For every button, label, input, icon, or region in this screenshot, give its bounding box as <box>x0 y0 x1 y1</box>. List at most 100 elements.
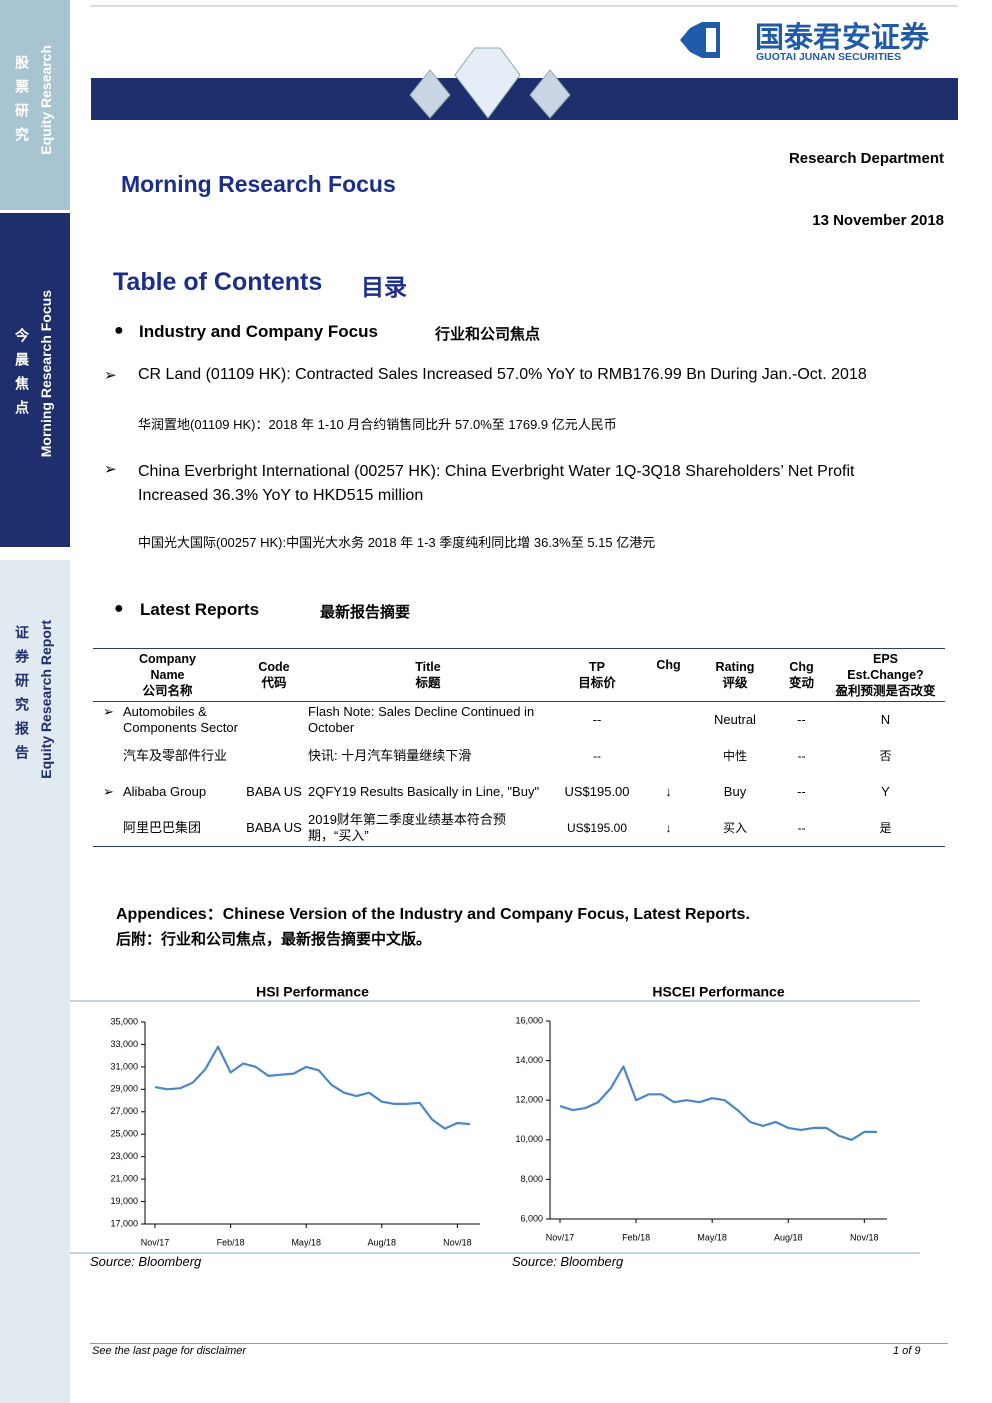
chart-rule <box>70 1000 920 1002</box>
table-cell: Buy <box>693 774 777 810</box>
x-tick-label: May/18 <box>697 1232 727 1242</box>
cell-text: 阿里巴巴集团 <box>123 820 202 835</box>
table-cell: US$195.00 <box>550 774 644 810</box>
table-cell: -- <box>777 774 826 810</box>
banner: 国泰君安证券 GUOTAI JUNAN SECURITIES <box>90 5 958 120</box>
sidebar-mid: 今晨焦点 Morning Research Focus <box>0 213 70 547</box>
y-tick-label: 21,000 <box>110 1173 138 1183</box>
cell-text: 汽车及零部件行业 <box>123 748 228 763</box>
cell-text: 买入 <box>722 821 747 835</box>
th: Rating 评级 <box>693 648 777 702</box>
appendix-en: Appendices：Chinese Version of the Indust… <box>116 906 750 923</box>
cell-text: -- <box>797 784 806 799</box>
y-tick-label: 16,000 <box>515 1015 543 1025</box>
bullet: ● <box>114 322 124 339</box>
cell-text: Neutral <box>714 712 756 727</box>
x-tick-label: May/18 <box>291 1237 321 1247</box>
table-cell <box>644 738 693 774</box>
table-row: ➢ Alibaba Group BABA US 2QFY19 Results Basi… <box>93 774 945 810</box>
th: Code 代码 <box>242 648 306 702</box>
x-tick-label: Nov/17 <box>546 1232 575 1242</box>
table-cell: -- <box>777 702 826 739</box>
th-line: Title <box>415 660 441 674</box>
sidebar-cn: 股票研究 <box>14 55 30 151</box>
table-row: 汽车及零部件行业 快讯: 十月汽车销量继续下滑 -- 中性 -- 否 <box>93 738 945 774</box>
th-line: Chg <box>656 658 681 672</box>
table-cell <box>242 702 306 739</box>
x-tick-label: Aug/18 <box>368 1237 397 1247</box>
table-cell: -- <box>550 702 644 739</box>
source: Source: Bloomberg <box>512 1254 624 1269</box>
x-tick-label: Nov/18 <box>850 1232 879 1242</box>
data-line <box>154 1045 471 1130</box>
arrow: ➢ <box>104 461 117 478</box>
item-cn: 中国光大国际(00257 HK):中国光大水务 2018 年 1-3 季度纯利同… <box>138 535 656 550</box>
table-cell: BABA US <box>242 774 306 810</box>
table-cell: 快讯: 十月汽车销量继续下滑 <box>306 738 550 774</box>
sidebar-bottom: 证券研究报告 Equity Research Report <box>0 560 70 1403</box>
toc-title-cn: 目录 <box>361 274 407 300</box>
chart: HSI Performance 17,000 19,000 21,000 23,000 2… <box>110 984 480 1247</box>
x-tick-label: Feb/18 <box>217 1237 245 1247</box>
table-cell: US$195.00 <box>550 810 644 847</box>
y-tick-label: 27,000 <box>110 1106 138 1116</box>
x-tick-label: Feb/18 <box>622 1232 650 1242</box>
y-tick-label: 14,000 <box>515 1055 543 1065</box>
y-tick-label: 23,000 <box>110 1151 138 1161</box>
cell-text: Alibaba Group <box>123 784 207 799</box>
table-cell: BABA US <box>242 810 306 847</box>
th: Company Name 公司名称 <box>93 648 242 702</box>
table-cell: ↓ <box>644 774 693 810</box>
chart-rule <box>70 1252 920 1254</box>
chart: HSCEI Performance 6,000 8,000 10,000 12,000 1… <box>515 984 887 1242</box>
cell-text: N <box>880 712 891 727</box>
section-title: Latest Reports <box>140 600 260 619</box>
cell-text: ↓ <box>665 821 672 835</box>
department: Research Department <box>788 150 944 167</box>
page-number: 1 of 9 <box>893 1345 921 1357</box>
footer-rule <box>90 1343 948 1344</box>
table-cell: 阿里巴巴集团 <box>93 810 242 847</box>
table-cell: ↓ <box>644 810 693 847</box>
item-en: CR Land (01109 HK): Contracted Sales Inc… <box>138 366 867 383</box>
chart-title: HSCEI Performance <box>652 984 784 1000</box>
table-cell: Y <box>826 774 945 810</box>
th: Chg <box>644 648 693 702</box>
th-line: Rating <box>715 660 755 674</box>
th-line: 目标价 <box>578 676 616 690</box>
th-line: Name <box>150 668 185 682</box>
cell-text: Y <box>881 784 890 799</box>
y-tick-label: 25,000 <box>110 1129 138 1139</box>
cell-text: 2019财年第二季度业绩基本符合预期，“买入” <box>308 812 506 843</box>
sidebar-top: 股票研究 Equity Research <box>0 0 70 210</box>
table-cell: -- <box>777 738 826 774</box>
th-line: 代码 <box>261 676 287 690</box>
y-tick-label: 6,000 <box>520 1213 543 1223</box>
th-line: 变动 <box>788 676 814 690</box>
item-cn: 华润置地(01109 HK)：2018 年 1-10 月合约销售同比升 57.0… <box>138 417 617 432</box>
cell-text: 否 <box>879 749 892 763</box>
table-cell: 是 <box>826 810 945 847</box>
th-line: 盈利预测是否改变 <box>835 684 936 698</box>
toc-title: Table of Contents <box>113 268 323 296</box>
chart-title: HSI Performance <box>256 984 369 1000</box>
th-line: 公司名称 <box>142 684 193 698</box>
table-cell: 否 <box>826 738 945 774</box>
y-tick-label: 12,000 <box>515 1095 543 1105</box>
y-tick-label: 17,000 <box>110 1218 138 1228</box>
cell-text: -- <box>797 821 806 835</box>
cell-text: Automobiles & Components Sector <box>123 704 238 735</box>
cell-text: Buy <box>723 784 747 799</box>
y-tick-label: 31,000 <box>110 1061 138 1071</box>
report-title: Morning Research Focus <box>121 171 396 197</box>
report-date: 13 November 2018 <box>812 212 944 229</box>
cell-text: 中性 <box>722 749 747 763</box>
y-tick-label: 35,000 <box>110 1016 138 1026</box>
cell-text: -- <box>593 749 601 763</box>
table-cell <box>644 702 693 739</box>
cell-text: BABA US <box>246 820 302 835</box>
th: Title 标题 <box>306 648 550 702</box>
y-tick-label: 19,000 <box>110 1196 138 1206</box>
th-line: Code <box>258 660 290 674</box>
